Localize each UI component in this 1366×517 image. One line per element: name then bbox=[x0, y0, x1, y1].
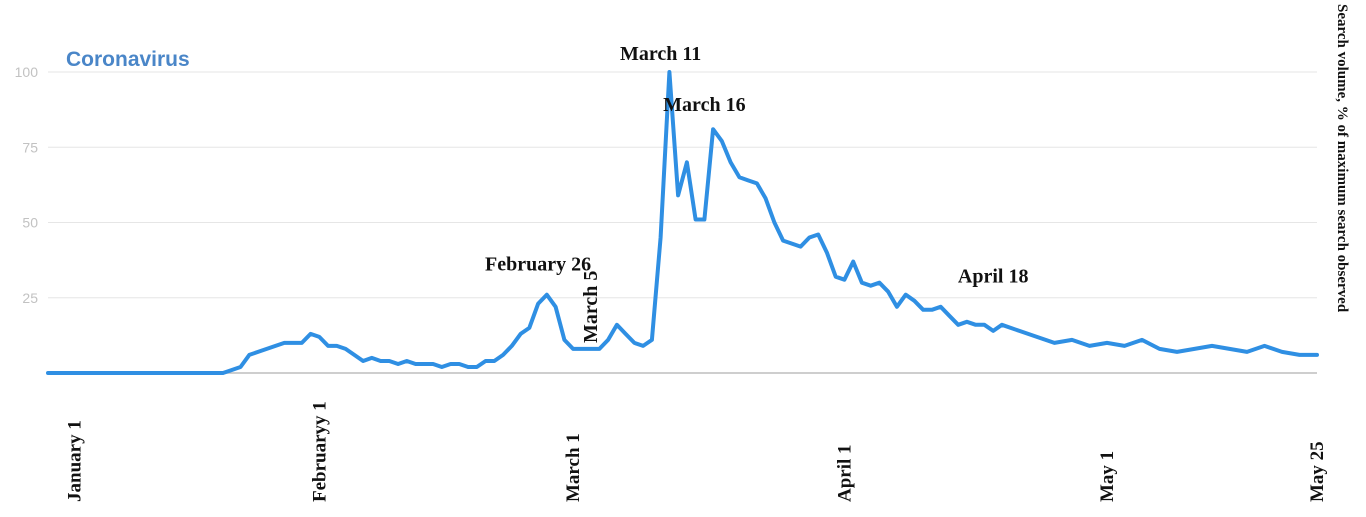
annotation-label: March 5 bbox=[580, 271, 602, 343]
y-axis-label: Search volume, % of maximum search obser… bbox=[1334, 4, 1350, 313]
y-tick-label: 50 bbox=[22, 215, 38, 231]
annotation-label: March 11 bbox=[620, 43, 701, 65]
series-title: Coronavirus bbox=[66, 48, 190, 71]
annotation-label: April 18 bbox=[958, 266, 1029, 288]
gridlines bbox=[48, 71, 1317, 374]
x-tick-label: March 1 bbox=[563, 433, 584, 502]
annotation-label: February 26 bbox=[485, 254, 591, 276]
x-tick-label: May 25 bbox=[1307, 441, 1328, 502]
x-tick-label: Februaryy 1 bbox=[309, 401, 330, 502]
annotation-label: March 16 bbox=[663, 94, 745, 116]
x-tick-labels: January 1 Februaryy 1 March 1 April 1 May 1 M… bbox=[64, 401, 1328, 502]
series-line bbox=[46, 70, 1319, 375]
y-tick-labels: 100 75 50 25 bbox=[15, 64, 39, 306]
y-tick-label: 75 bbox=[22, 139, 38, 155]
y-tick-label: 100 bbox=[15, 64, 39, 80]
x-tick-label: May 1 bbox=[1097, 451, 1118, 502]
x-tick-label: January 1 bbox=[64, 420, 85, 502]
x-tick-label: April 1 bbox=[834, 444, 855, 502]
y-tick-label: 25 bbox=[22, 290, 38, 306]
